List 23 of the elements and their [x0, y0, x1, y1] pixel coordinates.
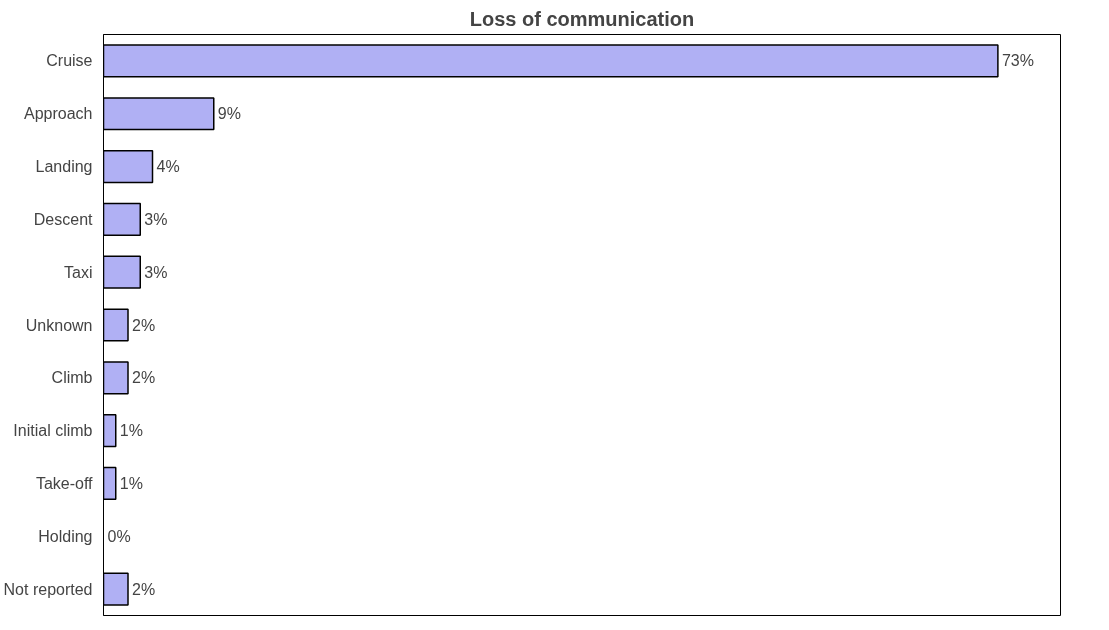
data-label: 2% — [132, 316, 156, 334]
y-tick-label: Unknown — [25, 316, 93, 334]
data-label: 3% — [144, 210, 168, 228]
y-tick-label: Initial climb — [13, 422, 93, 440]
y-tick-label: Approach — [24, 105, 93, 123]
y-tick-label: Climb — [51, 369, 93, 387]
y-tick-label: Cruise — [46, 52, 93, 70]
data-label: 0% — [107, 527, 131, 545]
data-label: 3% — [144, 263, 168, 281]
y-tick-label: Take-off — [35, 474, 94, 492]
y-tick-label: Taxi — [64, 263, 93, 281]
data-label: 2% — [132, 369, 156, 387]
data-label: 2% — [132, 580, 156, 598]
data-label: 1% — [119, 474, 143, 492]
y-tick-label: Holding — [38, 527, 93, 545]
data-label: 1% — [119, 422, 143, 440]
y-tick-label: Not reported — [3, 580, 93, 598]
data-label: 73% — [1001, 52, 1034, 70]
y-tick-label: Landing — [35, 158, 93, 176]
y-tick-label: Descent — [33, 210, 94, 228]
chart-title: Loss of communication — [469, 7, 695, 30]
data-label: 4% — [156, 158, 180, 176]
data-label: 9% — [217, 105, 241, 123]
